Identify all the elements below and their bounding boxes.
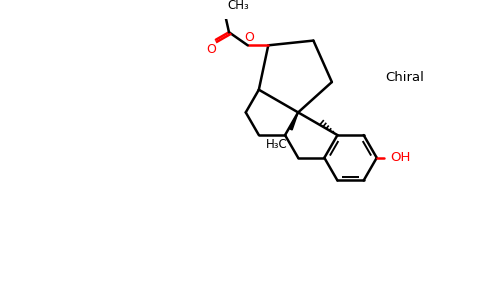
Text: Chiral: Chiral [385,71,424,84]
Text: O: O [244,32,255,44]
Text: O: O [206,43,216,56]
Text: OH: OH [390,151,410,164]
Polygon shape [289,112,298,130]
Text: CH₃: CH₃ [227,0,249,12]
Text: H₃C: H₃C [266,138,288,151]
